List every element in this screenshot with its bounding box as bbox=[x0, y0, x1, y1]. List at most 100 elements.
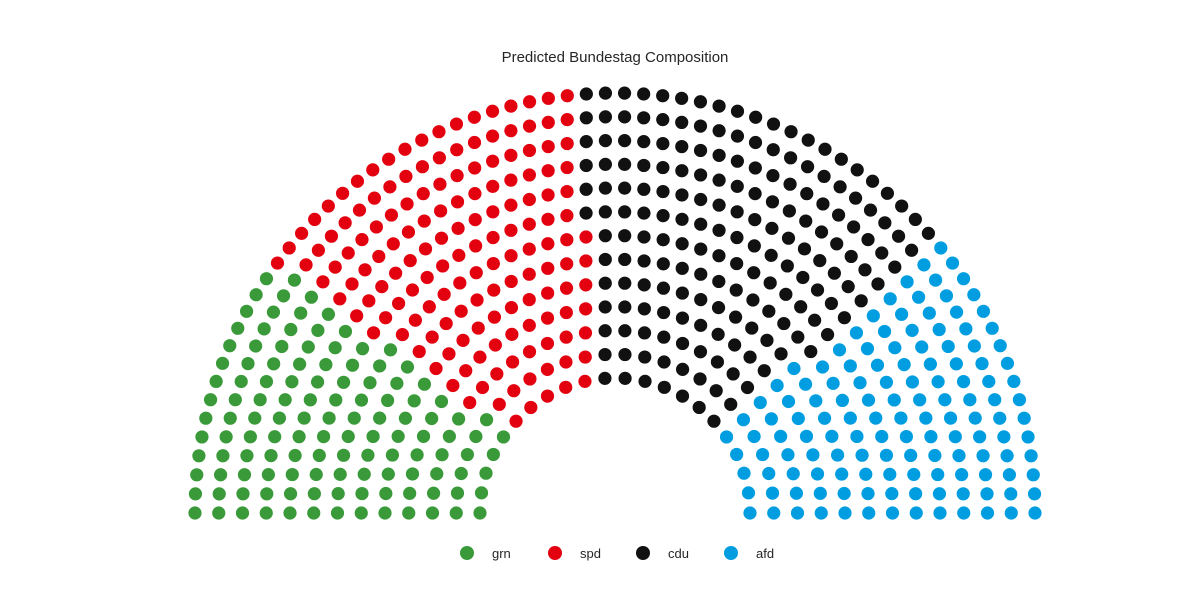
seat-cdu bbox=[871, 277, 885, 291]
seat-afd bbox=[790, 506, 805, 520]
seat-afd bbox=[1007, 374, 1021, 388]
seat-cdu bbox=[779, 287, 793, 301]
seat-afd bbox=[975, 356, 989, 371]
seat-spd bbox=[485, 129, 500, 143]
seat-afd bbox=[900, 275, 914, 289]
seat-grn bbox=[400, 360, 415, 374]
seat-cdu bbox=[709, 384, 723, 398]
seat-spd bbox=[375, 280, 389, 294]
seat-grn bbox=[212, 506, 226, 520]
seat-spd bbox=[386, 237, 400, 251]
seat-grn bbox=[236, 487, 250, 501]
seat-afd bbox=[976, 304, 991, 318]
seat-cdu bbox=[712, 99, 726, 113]
seat-cdu bbox=[656, 89, 670, 103]
seat-spd bbox=[522, 267, 536, 281]
seat-cdu bbox=[757, 364, 771, 378]
seat-afd bbox=[765, 486, 780, 500]
seat-grn bbox=[378, 506, 392, 520]
seat-afd bbox=[756, 447, 770, 462]
seat-grn bbox=[416, 429, 431, 443]
seat-spd bbox=[541, 286, 555, 300]
seat-cdu bbox=[712, 274, 726, 289]
seat-afd bbox=[1012, 393, 1027, 407]
seat-cdu bbox=[618, 347, 632, 362]
seat-cdu bbox=[745, 321, 759, 335]
seat-cdu bbox=[824, 296, 839, 311]
seat-cdu bbox=[878, 216, 892, 230]
seat-grn bbox=[449, 506, 463, 520]
seat-spd bbox=[382, 152, 396, 166]
seat-afd bbox=[949, 357, 963, 371]
seat-grn bbox=[452, 412, 466, 426]
seat-afd bbox=[978, 468, 993, 482]
seat-spd bbox=[433, 177, 447, 191]
seat-spd bbox=[541, 91, 555, 105]
seat-afd bbox=[899, 429, 914, 444]
seat-grn bbox=[430, 467, 444, 481]
seat-afd bbox=[1002, 468, 1017, 482]
seat-grn bbox=[275, 339, 289, 354]
seat-cdu bbox=[834, 152, 848, 166]
seat-grn bbox=[361, 448, 375, 462]
seat-grn bbox=[195, 430, 209, 444]
seat-spd bbox=[338, 216, 352, 230]
seat-afd bbox=[825, 429, 839, 443]
seat-spd bbox=[522, 143, 537, 158]
seat-cdu bbox=[693, 345, 708, 359]
seat-grn bbox=[426, 486, 441, 500]
seat-spd bbox=[416, 187, 430, 201]
seat-afd bbox=[817, 411, 832, 425]
seat-cdu bbox=[598, 110, 613, 124]
seat-afd bbox=[866, 309, 880, 323]
seat-grn bbox=[312, 448, 326, 463]
seat-spd bbox=[321, 199, 335, 213]
seat-afd bbox=[743, 506, 757, 520]
seat-cdu bbox=[598, 347, 612, 362]
seat-cdu bbox=[637, 158, 651, 173]
seat-spd bbox=[282, 241, 296, 255]
seat-spd bbox=[399, 169, 413, 183]
seat-cdu bbox=[777, 316, 791, 331]
seat-grn bbox=[260, 487, 274, 501]
seat-spd bbox=[432, 125, 446, 139]
seat-cdu bbox=[830, 237, 844, 251]
seat-grn bbox=[435, 448, 449, 462]
seat-cdu bbox=[760, 333, 774, 347]
seat-cdu bbox=[844, 249, 858, 264]
seat-cdu bbox=[638, 350, 652, 364]
seat-afd bbox=[850, 429, 864, 444]
seat-spd bbox=[415, 133, 429, 147]
seat-cdu bbox=[693, 119, 708, 133]
seat-grn bbox=[301, 340, 315, 354]
seat-afd bbox=[853, 376, 867, 390]
seat-afd bbox=[931, 375, 945, 389]
chart-title: Predicted Bundestag Composition bbox=[501, 49, 729, 66]
seat-spd bbox=[417, 214, 431, 228]
seat-afd bbox=[982, 374, 996, 389]
seat-grn bbox=[390, 376, 404, 390]
seat-spd bbox=[412, 344, 426, 359]
seat-cdu bbox=[730, 230, 744, 245]
seat-grn bbox=[192, 449, 206, 463]
seat-cdu bbox=[848, 191, 863, 205]
seat-afd bbox=[799, 429, 814, 443]
seat-spd bbox=[432, 151, 446, 165]
seat-cdu bbox=[693, 372, 707, 386]
seat-cdu bbox=[747, 266, 761, 280]
seat-spd bbox=[486, 205, 500, 219]
seat-afd bbox=[753, 395, 767, 410]
seat-grn bbox=[248, 411, 262, 425]
seat-cdu bbox=[858, 263, 872, 277]
legend-label-cdu: cdu bbox=[668, 545, 689, 561]
seat-cdu bbox=[598, 181, 612, 195]
seat-afd bbox=[1000, 356, 1015, 370]
seat-afd bbox=[932, 487, 947, 501]
seat-afd bbox=[956, 487, 970, 501]
seat-grn bbox=[417, 377, 432, 391]
seat-cdu bbox=[694, 292, 708, 307]
seat-spd bbox=[560, 233, 574, 247]
seat-afd bbox=[835, 393, 850, 408]
seat-cdu bbox=[712, 198, 726, 212]
seat-grn bbox=[253, 393, 267, 407]
